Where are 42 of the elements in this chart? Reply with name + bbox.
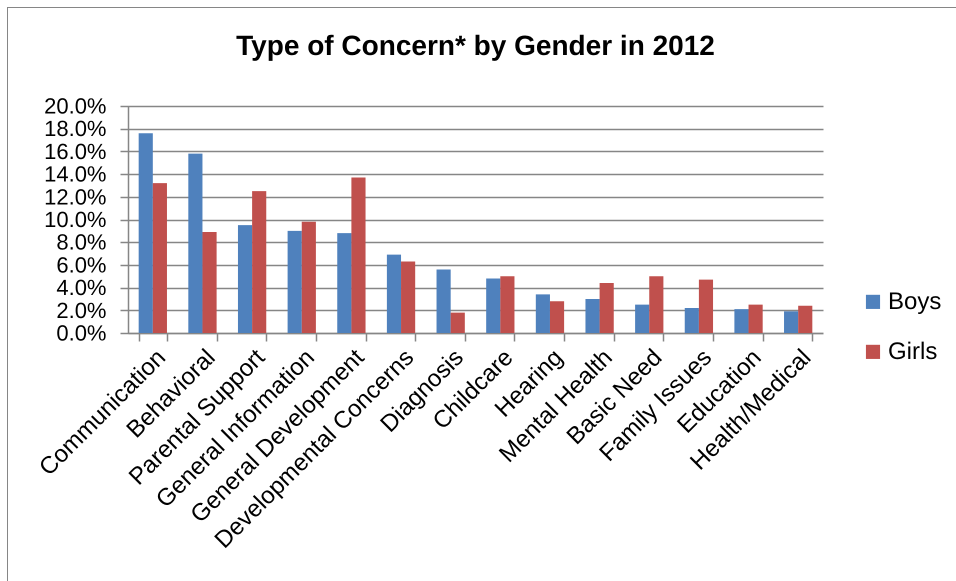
bar bbox=[585, 298, 600, 333]
bar bbox=[734, 309, 749, 333]
y-tick-label: 2.0% bbox=[56, 298, 106, 323]
bar bbox=[536, 294, 550, 333]
bar bbox=[550, 301, 564, 333]
bar bbox=[748, 304, 763, 333]
bar bbox=[436, 269, 451, 333]
legend-label: Girls bbox=[888, 338, 938, 365]
y-tick-label: 12.0% bbox=[44, 184, 106, 210]
bar bbox=[684, 308, 699, 333]
bar bbox=[252, 191, 266, 333]
bar bbox=[138, 133, 153, 333]
y-tick-label: 6.0% bbox=[56, 252, 106, 278]
y-tick-label: 4.0% bbox=[56, 275, 106, 300]
y-tick-label: 16.0% bbox=[44, 138, 106, 164]
y-tick-label: 20.0% bbox=[44, 94, 106, 118]
y-tick-label: 0.0% bbox=[56, 320, 106, 346]
legend-label: Boys bbox=[888, 288, 942, 315]
bar bbox=[486, 278, 500, 333]
bar bbox=[351, 178, 366, 333]
bar bbox=[450, 312, 465, 333]
y-tick-label: 10.0% bbox=[44, 207, 106, 232]
y-tick-label: 18.0% bbox=[44, 116, 106, 142]
bar bbox=[784, 311, 798, 333]
chart-title: Type of Concern* by Gender in 2012 bbox=[236, 30, 715, 61]
bar bbox=[600, 283, 614, 333]
y-tick-label: 14.0% bbox=[44, 162, 106, 187]
bar bbox=[698, 280, 714, 333]
bar bbox=[202, 232, 217, 333]
bar bbox=[302, 222, 316, 333]
bar bbox=[635, 304, 650, 333]
bar bbox=[188, 154, 202, 333]
bar bbox=[238, 225, 252, 333]
bar bbox=[649, 276, 664, 333]
y-tick-label: 8.0% bbox=[56, 230, 106, 255]
bar bbox=[500, 276, 514, 333]
bar bbox=[152, 183, 167, 333]
bar bbox=[386, 254, 402, 333]
bar bbox=[401, 261, 416, 333]
bar bbox=[337, 233, 352, 333]
bar bbox=[798, 306, 812, 333]
bar bbox=[288, 230, 302, 333]
